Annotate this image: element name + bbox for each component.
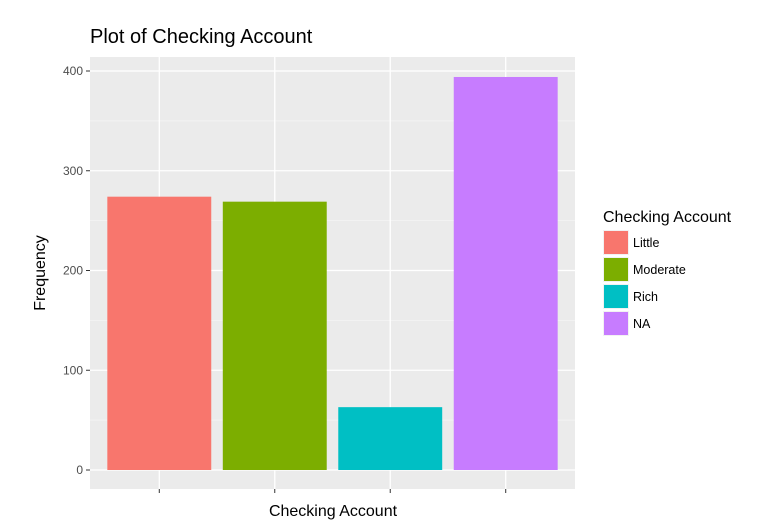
bars-group xyxy=(107,76,558,471)
bar-na xyxy=(453,76,558,471)
y-tick-label: 100 xyxy=(63,363,83,377)
legend-swatch-moderate xyxy=(604,258,628,281)
bar-moderate xyxy=(222,201,327,471)
legend-label-na: NA xyxy=(633,317,651,331)
legend-label-moderate: Moderate xyxy=(633,263,686,277)
y-axis: 0 100 200 300 400 xyxy=(63,64,90,477)
legend-items: Little Moderate Rich NA xyxy=(603,230,686,336)
legend: Checking Account Little Moderate Rich NA xyxy=(603,209,732,336)
y-tick-label: 300 xyxy=(63,164,83,178)
legend-label-little: Little xyxy=(633,236,659,250)
legend-title: Checking Account xyxy=(603,209,732,226)
chart-title: Plot of Checking Account xyxy=(90,26,313,48)
legend-swatch-little xyxy=(604,231,628,254)
bar-rich xyxy=(338,407,443,470)
x-axis-title: Checking Account xyxy=(269,503,398,520)
bar-little xyxy=(107,196,212,470)
y-tick-label: 400 xyxy=(63,64,83,78)
y-tick-label: 200 xyxy=(63,264,83,278)
legend-swatch-rich xyxy=(604,285,628,308)
legend-label-rich: Rich xyxy=(633,290,658,304)
y-axis-title: Frequency xyxy=(32,235,49,311)
legend-swatch-na xyxy=(604,312,628,335)
y-tick-label: 0 xyxy=(76,463,83,477)
x-axis xyxy=(158,489,507,493)
